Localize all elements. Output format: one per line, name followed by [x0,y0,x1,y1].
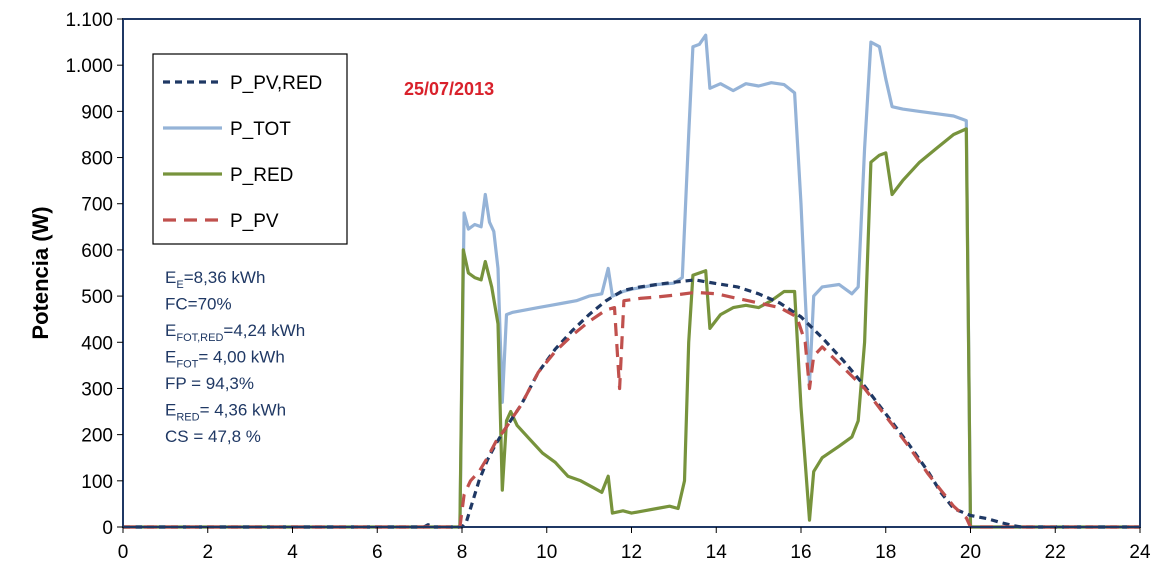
legend: P_PV,RED P_TOT P_RED P_PV [152,53,348,245]
annotation-line: EFOT,RED=4,24 kWh [165,321,305,344]
annotation-line: CS = 47,8 % [165,427,261,446]
series-line-p-pv [123,290,1140,529]
x-tick-label: 0 [118,542,129,563]
annotation-subscript: RED [176,412,199,424]
annotation-line: FC=70% [165,295,232,314]
legend-label: P_PV [230,211,279,232]
x-tick-label: 16 [790,542,811,563]
annotation-value: = 4,00 kWh [198,348,284,367]
x-tick-label: 12 [621,542,642,563]
annotation-value: =8,36 kWh [184,268,266,287]
annotation-value: = 4,36 kWh [200,401,286,420]
x-tick-label: 22 [1045,542,1066,563]
annotation-line: EFOT= 4,00 kWh [165,348,285,371]
y-tick-label: 100 [81,472,113,493]
annotation-main: E [165,268,176,287]
annotation-main: FP = 94,3% [165,374,254,393]
y-tick-label: 600 [81,241,113,262]
x-tick-label: 8 [457,542,468,563]
legend-label: P_TOT [230,119,291,140]
series-layer [123,33,1140,529]
x-tick-label: 10 [536,542,557,563]
annotation-main: E [165,401,176,420]
annotation-subscript: FOT [176,359,198,371]
series-line-p-pv-red [123,278,1140,529]
legend-label: P_RED [230,165,293,186]
y-tick-label: 400 [81,333,113,354]
x-tick-label: 18 [875,542,896,563]
y-axis-label: Potencia (W) [28,206,53,339]
legend-label: P_PV,RED [230,73,322,94]
axis-layer: 0 100 200 300 400 500 600 700 800 900 1.000 1.100 0 2… [65,10,1151,563]
y-tick-label: 500 [81,287,113,308]
annotation-line: FP = 94,3% [165,374,254,393]
x-tick-label: 20 [960,542,981,563]
y-tick-label: 0 [102,518,113,539]
annotation-main: E [165,321,176,340]
y-tick-label: 1.100 [65,10,113,31]
x-tick-label: 6 [372,542,383,563]
x-tick-label: 4 [287,542,298,563]
y-tick-label: 700 [81,195,113,216]
y-tick-label: 800 [81,149,113,170]
series-line-p-tot [123,33,1140,529]
date-label: 25/07/2013 [404,79,494,99]
y-tick-label: 900 [81,102,113,123]
y-tick-label: 300 [81,379,113,400]
x-tick-label: 14 [706,542,728,563]
annotation-line: ERED= 4,36 kWh [165,401,286,424]
annotation-line: EE=8,36 kWh [165,268,265,291]
annotation-main: CS = 47,8 % [165,427,261,446]
y-tick-label: 200 [81,426,113,447]
legend-box [152,53,348,245]
annotation-value: =4,24 kWh [223,321,305,340]
annotation-subscript: FOT,RED [176,332,223,344]
annotation-subscript: E [176,279,183,291]
series-line-p-red [123,127,1140,529]
x-tick-label: 24 [1129,542,1151,563]
annotation-main: E [165,348,176,367]
y-tick-label: 1.000 [65,56,113,77]
annotation-main: FC=70% [165,295,232,314]
x-tick-label: 2 [202,542,213,563]
